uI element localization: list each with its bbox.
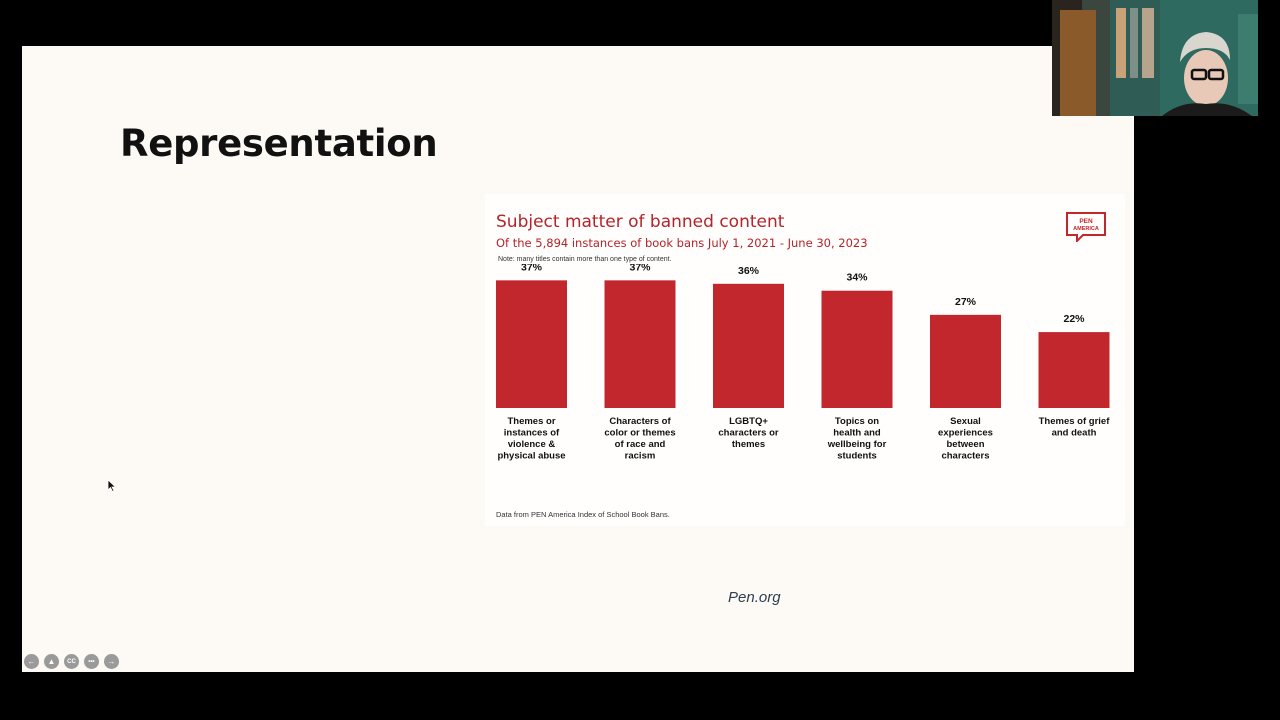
presenter-icon[interactable]: ▲ [44, 654, 59, 669]
presenter-video-icon [1052, 0, 1258, 116]
category-label-2: Characters of color or themes of race and r… [604, 416, 675, 462]
chart-title: Subject matter of banned content [496, 212, 785, 232]
bar-6 [1038, 332, 1110, 408]
svg-text:PEN: PEN [1079, 218, 1093, 225]
bar-value-label-3: 36% [738, 265, 760, 277]
chart-note: Note: many titles contain more than one … [498, 256, 672, 263]
bar-4 [821, 290, 893, 408]
bar-2 [604, 280, 676, 408]
pen-america-logo: PEN AMERICA [1066, 212, 1106, 242]
slide-title: Representation [120, 122, 438, 165]
bar-5 [930, 314, 1001, 408]
next-slide-icon[interactable]: → [104, 654, 119, 669]
slide: Representation Subject matter of banned … [22, 46, 1134, 672]
captions-icon[interactable]: CC [64, 654, 79, 669]
bar-value-label-2: 37% [629, 264, 651, 273]
chart-source: Data from PEN America Index of School Bo… [496, 510, 670, 519]
chart-card: Subject matter of banned content Of the … [485, 194, 1125, 526]
mouse-cursor-icon [108, 480, 116, 492]
svg-text:AMERICA: AMERICA [1073, 226, 1099, 232]
chart-subtitle: Of the 5,894 instances of book bans July… [496, 236, 868, 250]
category-label-1: Themes or instances of violence & physical … [497, 416, 565, 462]
bar-value-label-1: 37% [521, 264, 543, 273]
bar-3 [713, 283, 784, 408]
bar-value-label-5: 27% [955, 296, 977, 308]
bar-value-label-4: 34% [846, 272, 868, 284]
bar-value-label-6: 22% [1063, 313, 1085, 325]
previous-slide-icon[interactable]: ← [24, 654, 39, 669]
category-label-4: Topics on health and wellbeing for students [827, 416, 887, 462]
category-label-6: Themes of grief and death [1039, 416, 1111, 439]
more-options-icon[interactable]: ••• [84, 654, 99, 669]
player-controls: ← ▲ CC ••• → [24, 654, 119, 669]
bar-1 [496, 280, 567, 408]
category-label-3: LGBTQ+ characters or themes [718, 416, 779, 450]
webcam-video [1052, 0, 1258, 116]
source-link[interactable]: Pen.org [728, 589, 781, 606]
category-label-5: Sexual experiences between characters [938, 416, 993, 462]
bar-chart: 37% Themes or instances of violence & physic… [496, 264, 1111, 462]
